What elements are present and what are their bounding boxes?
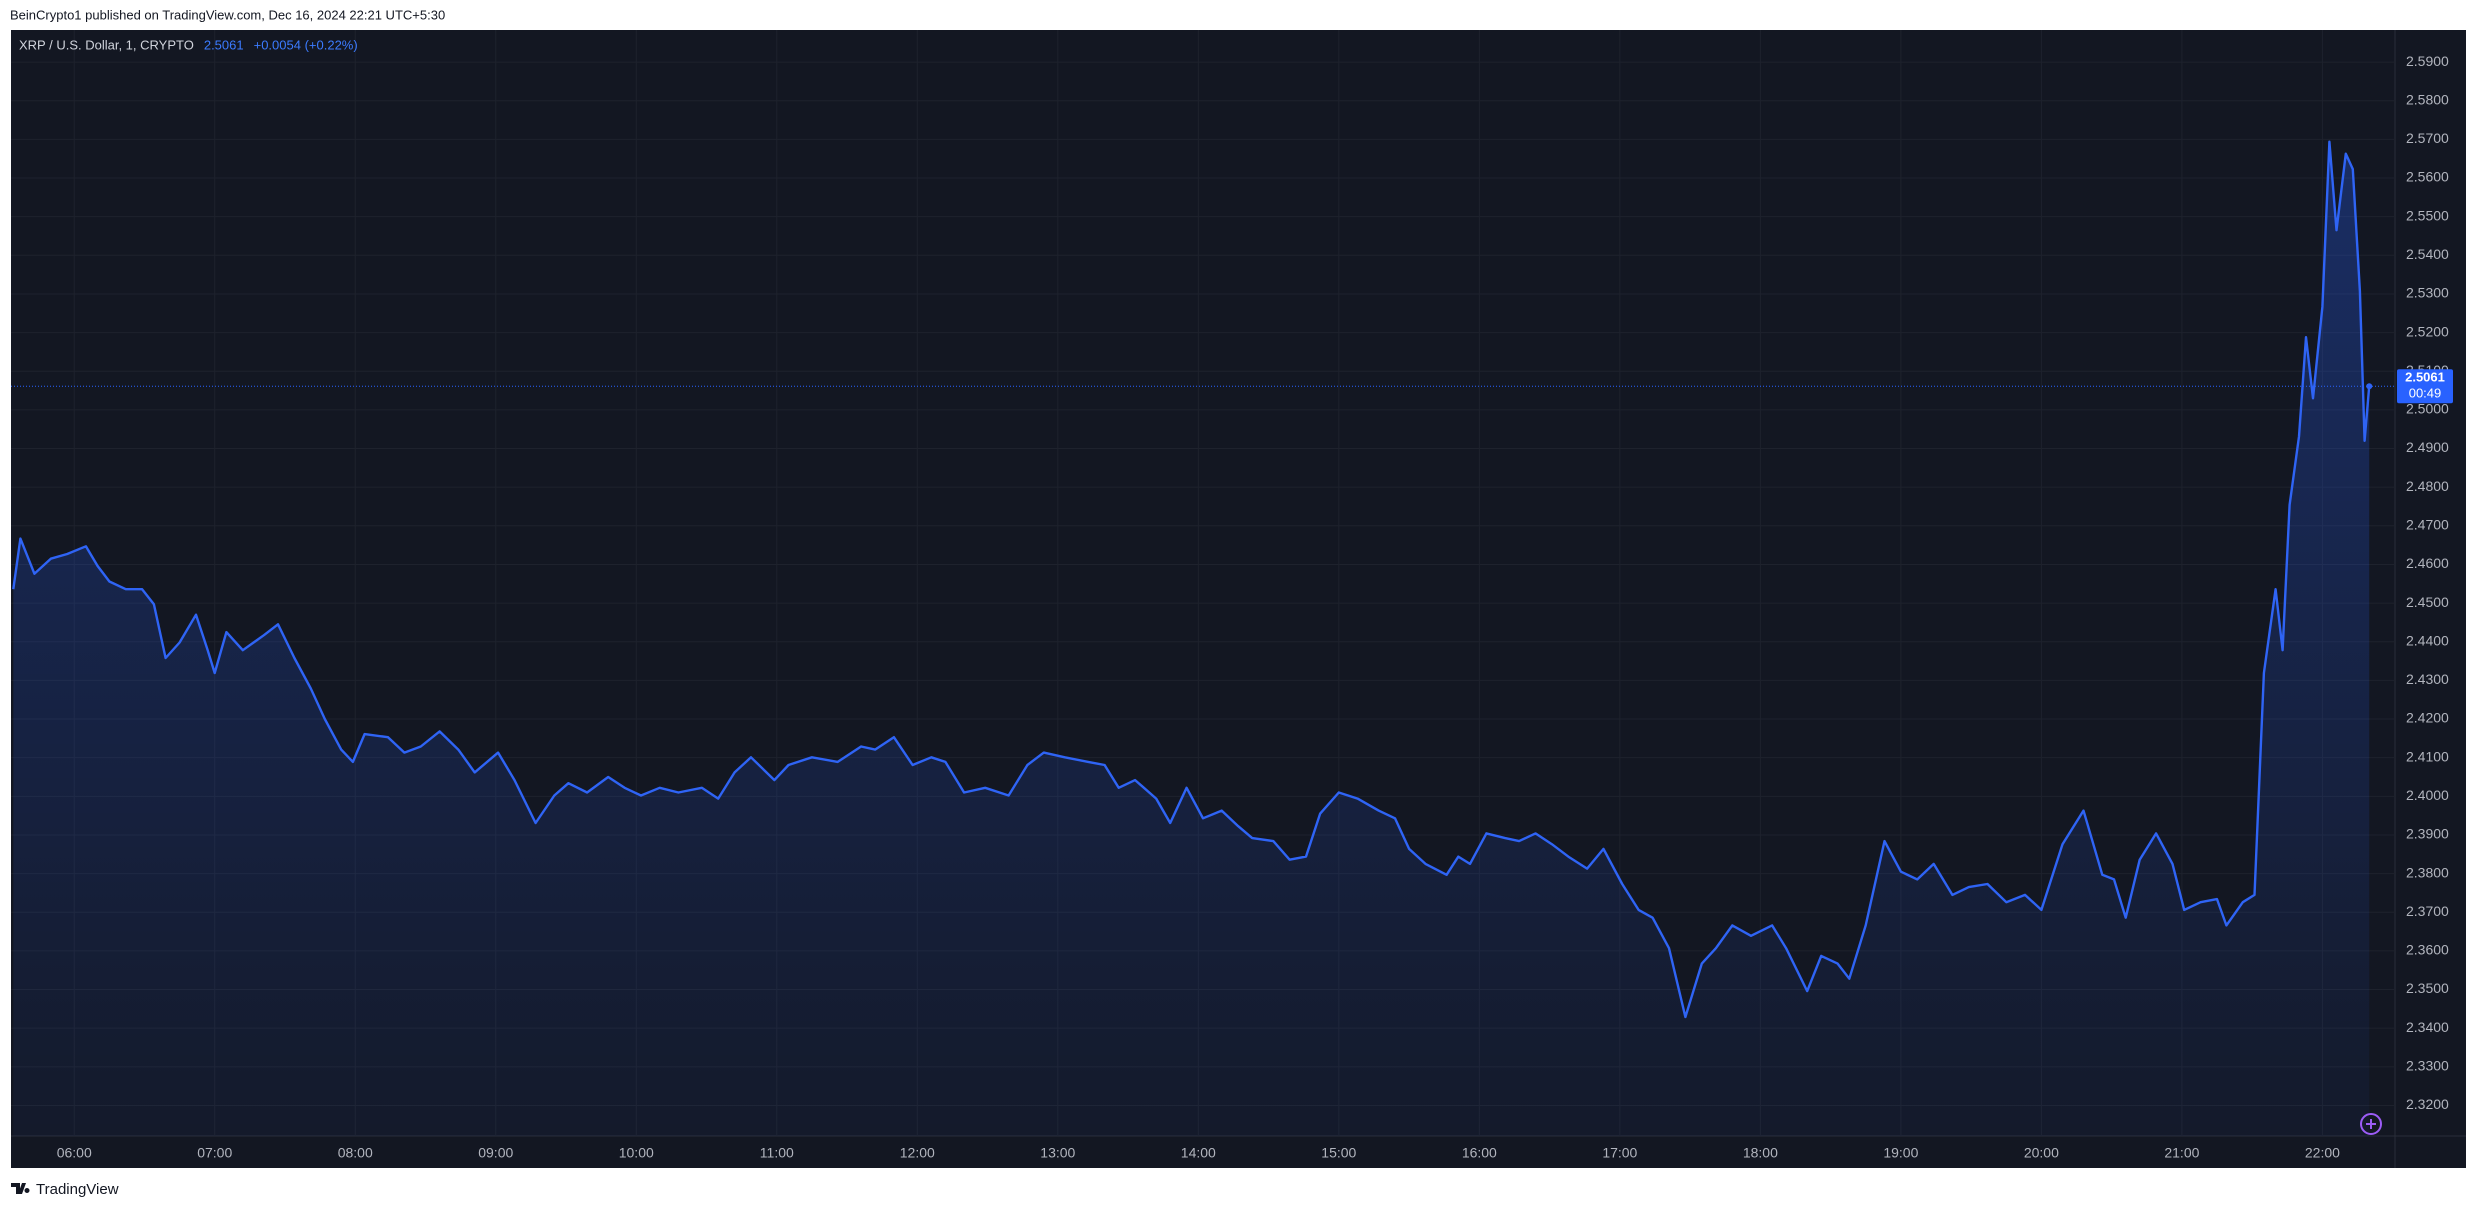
price-line [12, 140, 2371, 1019]
y-tick-label: 2.4200 [2406, 710, 2449, 726]
legend: XRP / U.S. Dollar, 1, CRYPTO 2.5061 +0.0… [19, 37, 358, 52]
x-tick-label: 10:00 [619, 1145, 654, 1161]
y-tick-label: 2.4800 [2406, 478, 2449, 494]
x-tick-label: 08:00 [338, 1145, 373, 1161]
y-tick-label: 2.4300 [2406, 671, 2449, 687]
publish-header: BeinCrypto1 published on TradingView.com… [10, 7, 445, 22]
y-tick-label: 2.5400 [2406, 246, 2449, 262]
y-tick-label: 2.3600 [2406, 942, 2449, 958]
y-tick-label: 2.4500 [2406, 594, 2449, 610]
x-tick-label: 16:00 [1462, 1145, 1497, 1161]
y-tick-label: 2.3200 [2406, 1096, 2449, 1112]
footer-logo: TradingView [11, 1181, 119, 1198]
x-tick-label: 21:00 [2164, 1145, 2199, 1161]
y-tick-label: 2.5600 [2406, 169, 2449, 185]
y-tick-label: 2.3700 [2406, 903, 2449, 919]
x-tick-label: 15:00 [1321, 1145, 1356, 1161]
x-tick-label: 12:00 [900, 1145, 935, 1161]
x-tick-label: 09:00 [478, 1145, 513, 1161]
x-tick-label: 11:00 [760, 1145, 794, 1161]
y-tick-label: 2.3300 [2406, 1058, 2449, 1074]
y-tick-label: 2.3800 [2406, 864, 2449, 880]
legend-price: 2.5061 [204, 37, 244, 52]
symbol: XRP / U.S. Dollar, 1, CRYPTO [19, 37, 194, 52]
y-tick-label: 2.3400 [2406, 1019, 2449, 1035]
y-tick-label: 2.5800 [2406, 91, 2449, 107]
plot [11, 140, 2395, 1136]
legend-change: +0.0054 (+0.22%) [254, 37, 358, 52]
y-tick-label: 2.4000 [2406, 787, 2449, 803]
y-tick-label: 2.4400 [2406, 632, 2449, 648]
y-tick-label: 2.5900 [2406, 53, 2449, 69]
x-tick-label: 22:00 [2305, 1145, 2340, 1161]
y-tick-label: 2.4600 [2406, 555, 2449, 571]
x-tick-label: 13:00 [1040, 1145, 1075, 1161]
y-tick-label: 2.5300 [2406, 285, 2449, 301]
x-tick-label: 18:00 [1743, 1145, 1778, 1161]
indicator-icon-plus [2366, 1119, 2376, 1129]
x-tick-label: 14:00 [1181, 1145, 1216, 1161]
indicator-icon[interactable] [2360, 1113, 2382, 1135]
y-tick-label: 2.3500 [2406, 980, 2449, 996]
footer-brand: TradingView [36, 1181, 119, 1198]
price-tag-countdown: 00:49 [2409, 386, 2442, 401]
x-tick-label: 19:00 [1883, 1145, 1918, 1161]
y-tick-label: 2.4700 [2406, 517, 2449, 533]
x-tick-label: 06:00 [57, 1145, 92, 1161]
logo-mark [11, 1183, 30, 1194]
price-tag [2397, 369, 2453, 404]
y-tick-label: 2.4900 [2406, 439, 2449, 455]
price-area [13, 141, 2370, 1136]
y-tick-label: 2.5500 [2406, 207, 2449, 223]
y-tick-label: 2.5200 [2406, 323, 2449, 339]
price-tag-value: 2.5061 [2405, 370, 2445, 385]
y-tick-label: 2.3900 [2406, 826, 2449, 842]
y-tick-label: 2.5000 [2406, 401, 2449, 417]
x-tick-label: 17:00 [1602, 1145, 1637, 1161]
y-tick-label: 2.4100 [2406, 748, 2449, 764]
x-tick-label: 07:00 [197, 1145, 232, 1161]
y-tick-label: 2.5700 [2406, 130, 2449, 146]
x-tick-label: 20:00 [2024, 1145, 2059, 1161]
